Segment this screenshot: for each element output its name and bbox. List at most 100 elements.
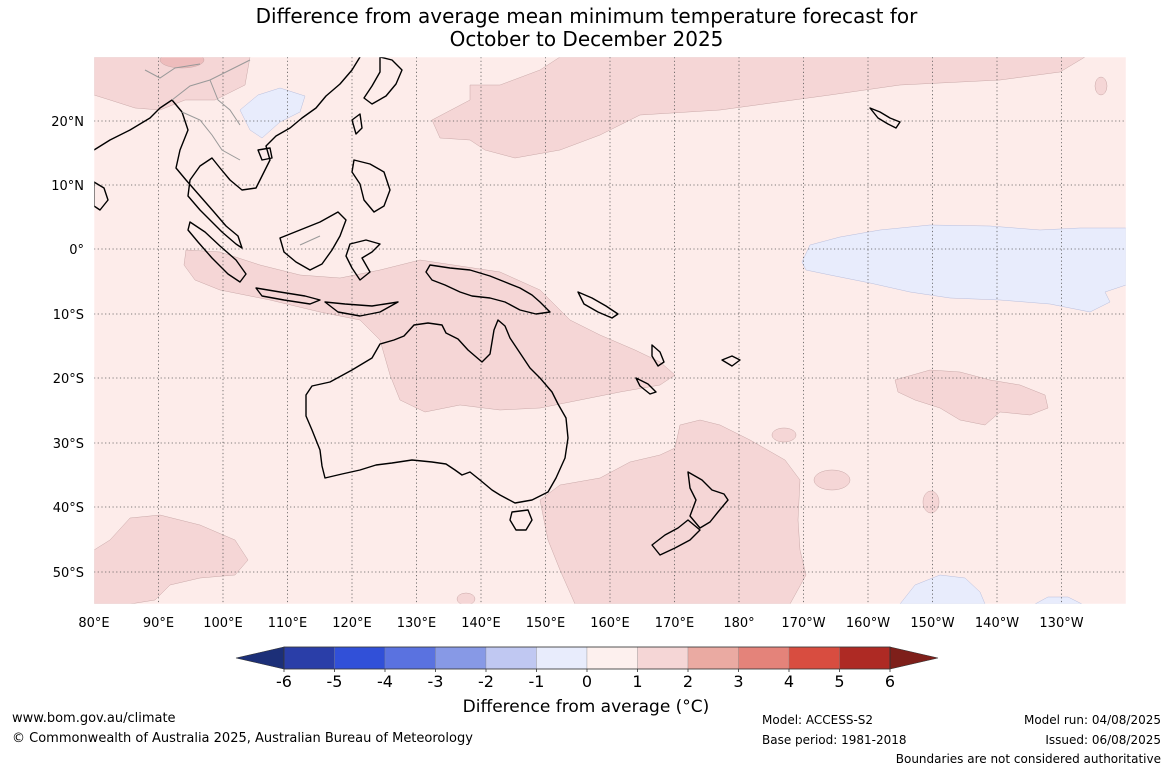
colorbar-segment <box>687 646 739 670</box>
australia-coastline <box>305 319 569 504</box>
warm-anomaly-south-pacific <box>894 369 1049 426</box>
fiji-coastline <box>721 355 741 367</box>
cool-anomaly-equatorial-pacific <box>801 224 1126 313</box>
forecast-map: 80°E 90°E 100°E 110°E 120°E 130°E 140°E 150°E 16… <box>51 56 1127 691</box>
philippines-coastline <box>351 159 391 213</box>
longitude-label: 180° <box>723 616 754 631</box>
colorbar-tick-label: -6 <box>276 672 292 691</box>
colorbar-tick-label: 0 <box>582 672 592 691</box>
longitude-label: 160°E <box>590 616 630 631</box>
model-text: Model: ACCESS-S2 <box>762 713 874 727</box>
latitude-label: 20°N <box>51 115 84 130</box>
latitude-label: 0° <box>69 243 84 258</box>
colorbar-tick-label: -4 <box>377 672 393 691</box>
warm-anomaly-southwest <box>94 514 249 604</box>
colorbar-tick-labels: -6 -5 -4 -3 -2 -1 0 1 2 3 4 5 6 <box>276 669 895 691</box>
coastlines <box>94 57 901 556</box>
tasmania-coastline <box>509 509 533 531</box>
asia-mainland-coastline <box>94 57 361 249</box>
base-period-text: Base period: 1981-2018 <box>762 733 907 747</box>
sri-lanka-coastline <box>94 181 109 211</box>
colorbar-tick-label: 2 <box>683 672 693 691</box>
longitude-label: 130°W <box>1039 616 1083 631</box>
java-coastline <box>255 287 321 305</box>
warm-anomaly-patch-3 <box>922 490 940 514</box>
model-run-text: Model run: 04/08/2025 <box>1023 713 1161 727</box>
longitude-label: 100°E <box>203 616 243 631</box>
borneo-coastline <box>279 211 347 271</box>
colorbar-tick-label: -5 <box>327 672 343 691</box>
map-frame <box>93 56 1127 605</box>
colorbar-tick-label: 4 <box>784 672 794 691</box>
latitude-labels: 20°N 10°N 0° 10°S 20°S 30°S 40°S 50°S <box>51 115 84 581</box>
sulawesi-coastline <box>345 239 381 281</box>
issued-text: Issued: 06/08/2025 <box>1045 733 1161 747</box>
longitude-label: 140°W <box>975 616 1019 631</box>
colorbar-low-extend <box>235 646 285 670</box>
warm-anomaly-patch-1 <box>813 469 851 491</box>
sumatra-coastline <box>187 221 247 283</box>
colorbar-segment <box>586 646 638 670</box>
map-title-line-2: October to December 2025 <box>449 27 724 51</box>
longitude-label: 90°E <box>143 616 174 631</box>
colorbar-tick-label: -1 <box>529 672 545 691</box>
colorbar-tick-label: 5 <box>834 672 844 691</box>
latitude-label: 30°S <box>53 437 84 452</box>
colorbar-tick-label: 3 <box>733 672 743 691</box>
longitude-label: 140°E <box>461 616 501 631</box>
new-zealand-south-island <box>651 519 701 556</box>
latitude-label: 50°S <box>53 566 84 581</box>
new-caledonia-coastline <box>635 377 657 395</box>
colorbar-tick-label: -2 <box>478 672 494 691</box>
graticule <box>94 57 1126 604</box>
new-zealand-north-island <box>687 471 729 529</box>
colorbar <box>235 646 939 670</box>
longitude-label: 150°E <box>526 616 566 631</box>
latitude-label: 20°S <box>53 372 84 387</box>
colorbar-segment <box>788 646 840 670</box>
warm-anomaly-patch-6 <box>159 57 205 69</box>
new-guinea-coastline <box>425 264 551 315</box>
cool-anomaly-southeast <box>899 574 986 604</box>
colorbar-high-extend <box>889 646 939 670</box>
cool-anomaly-south-china <box>239 87 306 139</box>
website-text: www.bom.gov.au/climate <box>12 711 176 726</box>
hawaii-coastline <box>869 107 901 129</box>
warm-anomaly-maritime <box>183 249 676 413</box>
longitude-label: 170°E <box>655 616 695 631</box>
colorbar-segment <box>637 646 689 670</box>
warm-anomaly-patch-2 <box>771 427 797 443</box>
colorbar-segment <box>334 646 386 670</box>
hainan-coastline <box>257 147 273 161</box>
taiwan-coastline <box>351 113 363 135</box>
longitude-label: 130°E <box>397 616 437 631</box>
colorbar-tick-label: 6 <box>885 672 895 691</box>
colorbar-segment <box>485 646 537 670</box>
lesser-sunda-coastline <box>324 301 399 317</box>
disclaimer-text: Boundaries are not considered authoritat… <box>895 752 1161 766</box>
warm-anomaly-north-pacific <box>431 57 1086 159</box>
vanuatu-coastline <box>651 344 665 367</box>
copyright-text: © Commonwealth of Australia 2025, Austra… <box>12 731 473 746</box>
colorbar-tick-label: 1 <box>632 672 642 691</box>
warm-anomaly-patch-4 <box>1094 76 1108 96</box>
japan-coastline <box>363 57 403 105</box>
longitude-label: 170°W <box>781 616 825 631</box>
colorbar-tick-label: -3 <box>428 672 444 691</box>
colorbar-segment <box>839 646 891 670</box>
colorbar-segment <box>536 646 588 670</box>
longitude-label: 150°W <box>910 616 954 631</box>
longitude-label: 120°E <box>332 616 372 631</box>
country-boundaries <box>144 59 321 246</box>
colorbar-segment <box>435 646 487 670</box>
warm-anomaly-patch-5 <box>456 592 476 604</box>
cool-anomaly-far-southeast <box>1034 596 1083 604</box>
latitude-label: 10°N <box>51 179 84 194</box>
colorbar-segment <box>283 646 335 670</box>
solomon-islands-coastline <box>577 291 619 319</box>
colorbar-segment <box>384 646 436 670</box>
longitude-label: 160°W <box>846 616 890 631</box>
anomaly-fields <box>94 57 1126 604</box>
warm-anomaly-asia <box>94 57 251 111</box>
latitude-label: 40°S <box>53 501 84 516</box>
